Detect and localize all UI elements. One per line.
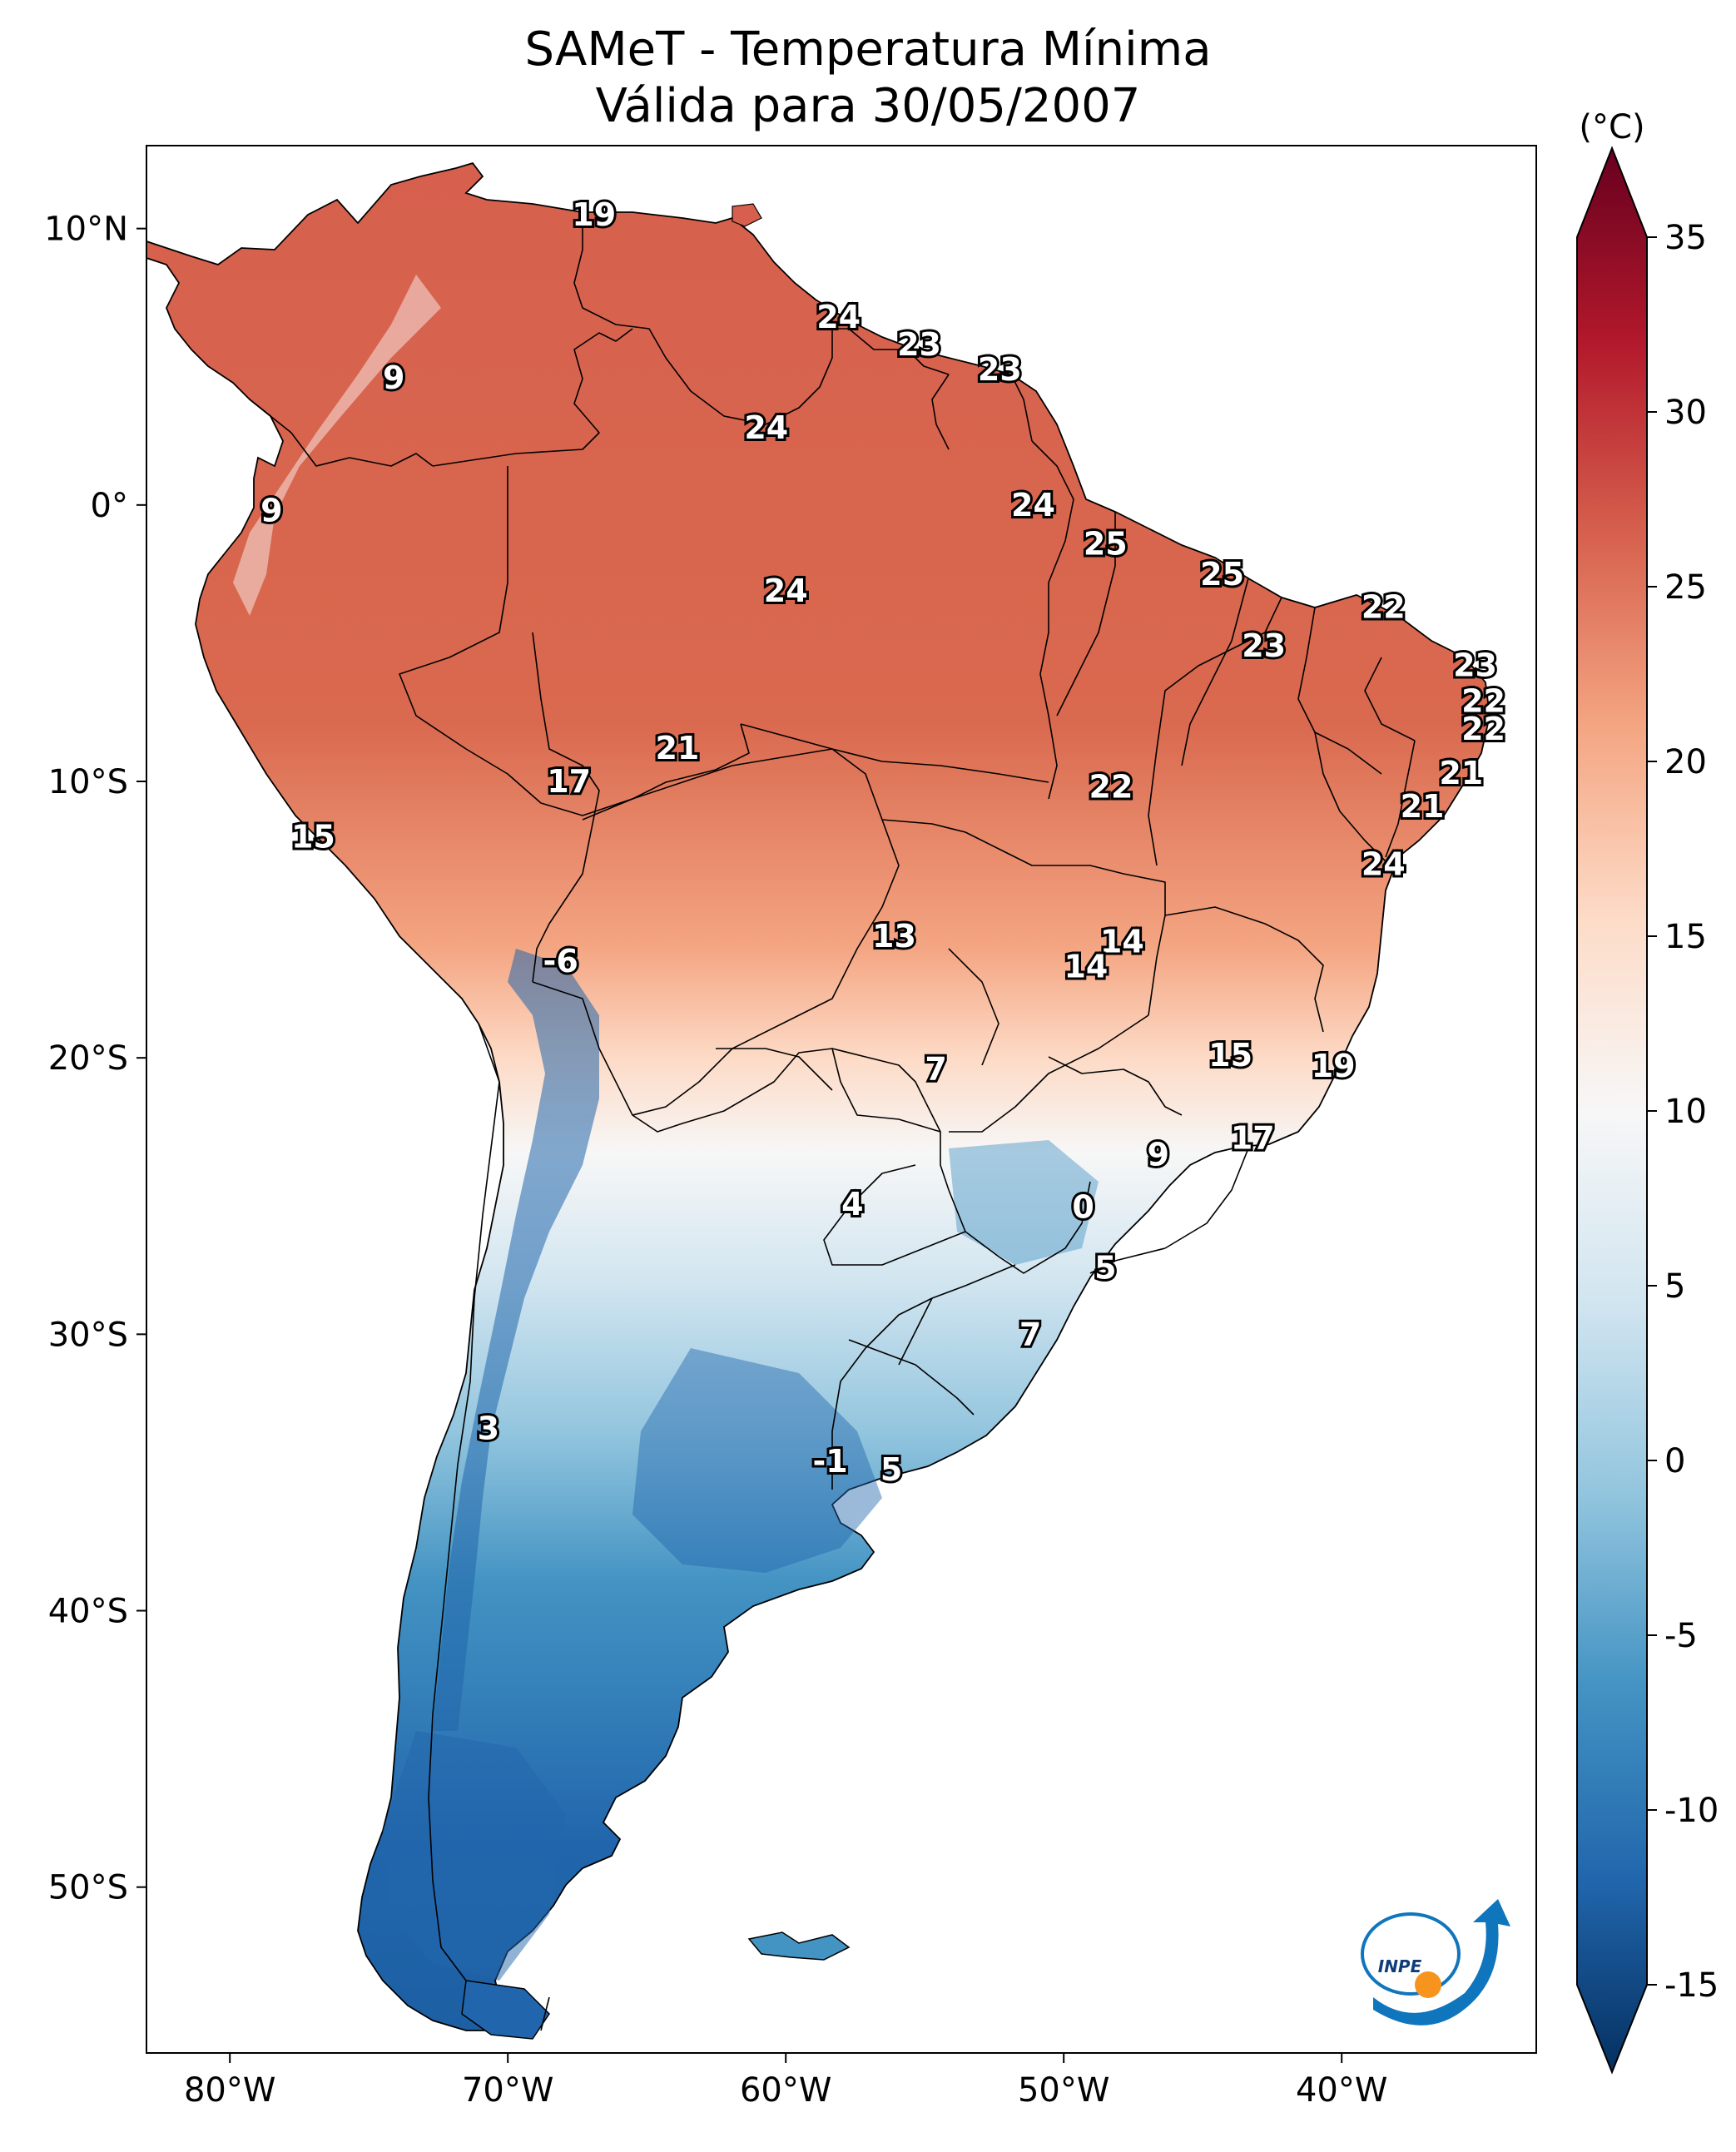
colorbar-tick-label: -10 — [1664, 1792, 1719, 1830]
pampas-cold-pool — [632, 1348, 882, 1573]
station-value: 13 — [872, 918, 916, 955]
station-value: 15 — [291, 818, 335, 855]
y-tick-label: 50°S — [48, 1869, 128, 1907]
station-value: 25 — [1200, 556, 1244, 593]
andes-highland-shading — [433, 949, 599, 1731]
y-tick-label: 0° — [91, 487, 128, 525]
northern-andes-shading — [233, 275, 441, 616]
station-value: 22 — [1362, 589, 1406, 626]
colorbar-tick-label: -5 — [1664, 1617, 1698, 1655]
station-value: 22 — [1461, 711, 1505, 747]
y-tick-label: 30°S — [48, 1316, 128, 1354]
station-value: 25 — [1084, 525, 1128, 562]
y-tick-label: 10°S — [48, 763, 128, 801]
station-value: 24 — [744, 409, 788, 446]
station-value: -6 — [543, 943, 578, 979]
station-value: 24 — [816, 299, 861, 335]
station-value: 24 — [764, 573, 808, 609]
colorbar-tick-label: 5 — [1664, 1267, 1685, 1306]
station-value: 23 — [1453, 647, 1497, 683]
logo-orbit-icon — [1361, 1912, 1461, 1996]
colorbar-tick-label: 10 — [1664, 1093, 1707, 1131]
y-tick-label: 40°S — [48, 1593, 128, 1631]
station-value: 0 — [1072, 1189, 1094, 1226]
map-layer — [146, 161, 1490, 2040]
x-tick-label: 50°W — [1018, 2071, 1109, 2110]
station-value: 3 — [478, 1410, 499, 1446]
inpe-logo: INPE — [1361, 1899, 1510, 2026]
station-value: 7 — [925, 1050, 946, 1087]
station-value: 19 — [572, 196, 616, 233]
y-axis-ticks: 10°N 0° 10°S 20°S 30°S 40°S 50°S — [44, 211, 146, 1907]
station-value: 17 — [547, 763, 591, 800]
station-value: 7 — [1019, 1316, 1041, 1352]
x-tick-label: 70°W — [462, 2071, 553, 2110]
colorbar-tick-label: 0 — [1664, 1442, 1685, 1480]
colorbar-tick-label: 35 — [1664, 219, 1707, 257]
colorbar-tick-label: 25 — [1664, 568, 1707, 607]
station-value: 24 — [1362, 846, 1406, 883]
y-tick-label: 10°N — [44, 211, 128, 249]
station-value: 14 — [1064, 949, 1108, 985]
x-axis-ticks: 80°W 70°W 60°W 50°W 40°W — [184, 2053, 1387, 2110]
station-value: 19 — [1312, 1048, 1356, 1084]
station-value: 9 — [383, 359, 404, 396]
station-value: 5 — [1094, 1250, 1116, 1287]
map-frame — [146, 145, 1537, 2054]
south-america-land — [146, 161, 1490, 2031]
trinidad-island — [732, 203, 762, 227]
colorbar: (°C) 35 30 25 20 15 10 5 0 -5 -10 -15 — [1576, 108, 1719, 2075]
station-value: 21 — [1401, 788, 1445, 825]
station-value: 23 — [1242, 627, 1286, 664]
colorbar-tick-label: -15 — [1664, 1966, 1719, 2005]
colorbar-tick-label: 15 — [1664, 918, 1707, 956]
falkland-islands — [747, 1931, 851, 1961]
station-value: 5 — [880, 1451, 902, 1488]
station-value: 15 — [1208, 1037, 1252, 1074]
logo-text: INPE — [1378, 1956, 1422, 1976]
colorbar-tick-label: 20 — [1664, 743, 1707, 781]
colorbar-unit-label: (°C) — [1579, 108, 1644, 146]
logo-arrow-icon — [1373, 1899, 1510, 2026]
y-tick-label: 20°S — [48, 1039, 128, 1078]
station-value: 22 — [1461, 683, 1505, 720]
colorbar-ticks: 35 30 25 20 15 10 5 0 -5 -10 -15 — [1647, 219, 1719, 2005]
tierra-del-fuego — [461, 1980, 550, 2040]
x-tick-label: 60°W — [740, 2071, 831, 2110]
x-tick-label: 80°W — [184, 2071, 275, 2110]
station-value: 22 — [1089, 769, 1133, 806]
map-subtitle: Válida para 30/05/2007 — [595, 79, 1141, 133]
station-value: 23 — [978, 351, 1022, 388]
country-borders — [249, 216, 1416, 2031]
station-value: 23 — [897, 326, 941, 363]
station-value: -1 — [813, 1443, 848, 1480]
parana-cold-pool — [949, 1140, 1099, 1265]
station-value: 9 — [1148, 1136, 1169, 1173]
station-value: 4 — [841, 1186, 863, 1222]
colorbar-gradient — [1576, 146, 1648, 2075]
x-tick-label: 40°W — [1296, 2071, 1387, 2110]
logo-sun-icon — [1415, 1971, 1441, 1998]
station-value: 17 — [1231, 1120, 1275, 1157]
colorbar-tick-label: 30 — [1664, 394, 1707, 432]
station-value: 14 — [1100, 924, 1144, 960]
station-value: 21 — [1439, 755, 1483, 791]
map-title: SAMeT - Temperatura Mínima — [524, 22, 1212, 77]
station-value: 24 — [1011, 487, 1055, 523]
station-value: 21 — [655, 730, 699, 766]
station-value: 9 — [260, 492, 282, 528]
